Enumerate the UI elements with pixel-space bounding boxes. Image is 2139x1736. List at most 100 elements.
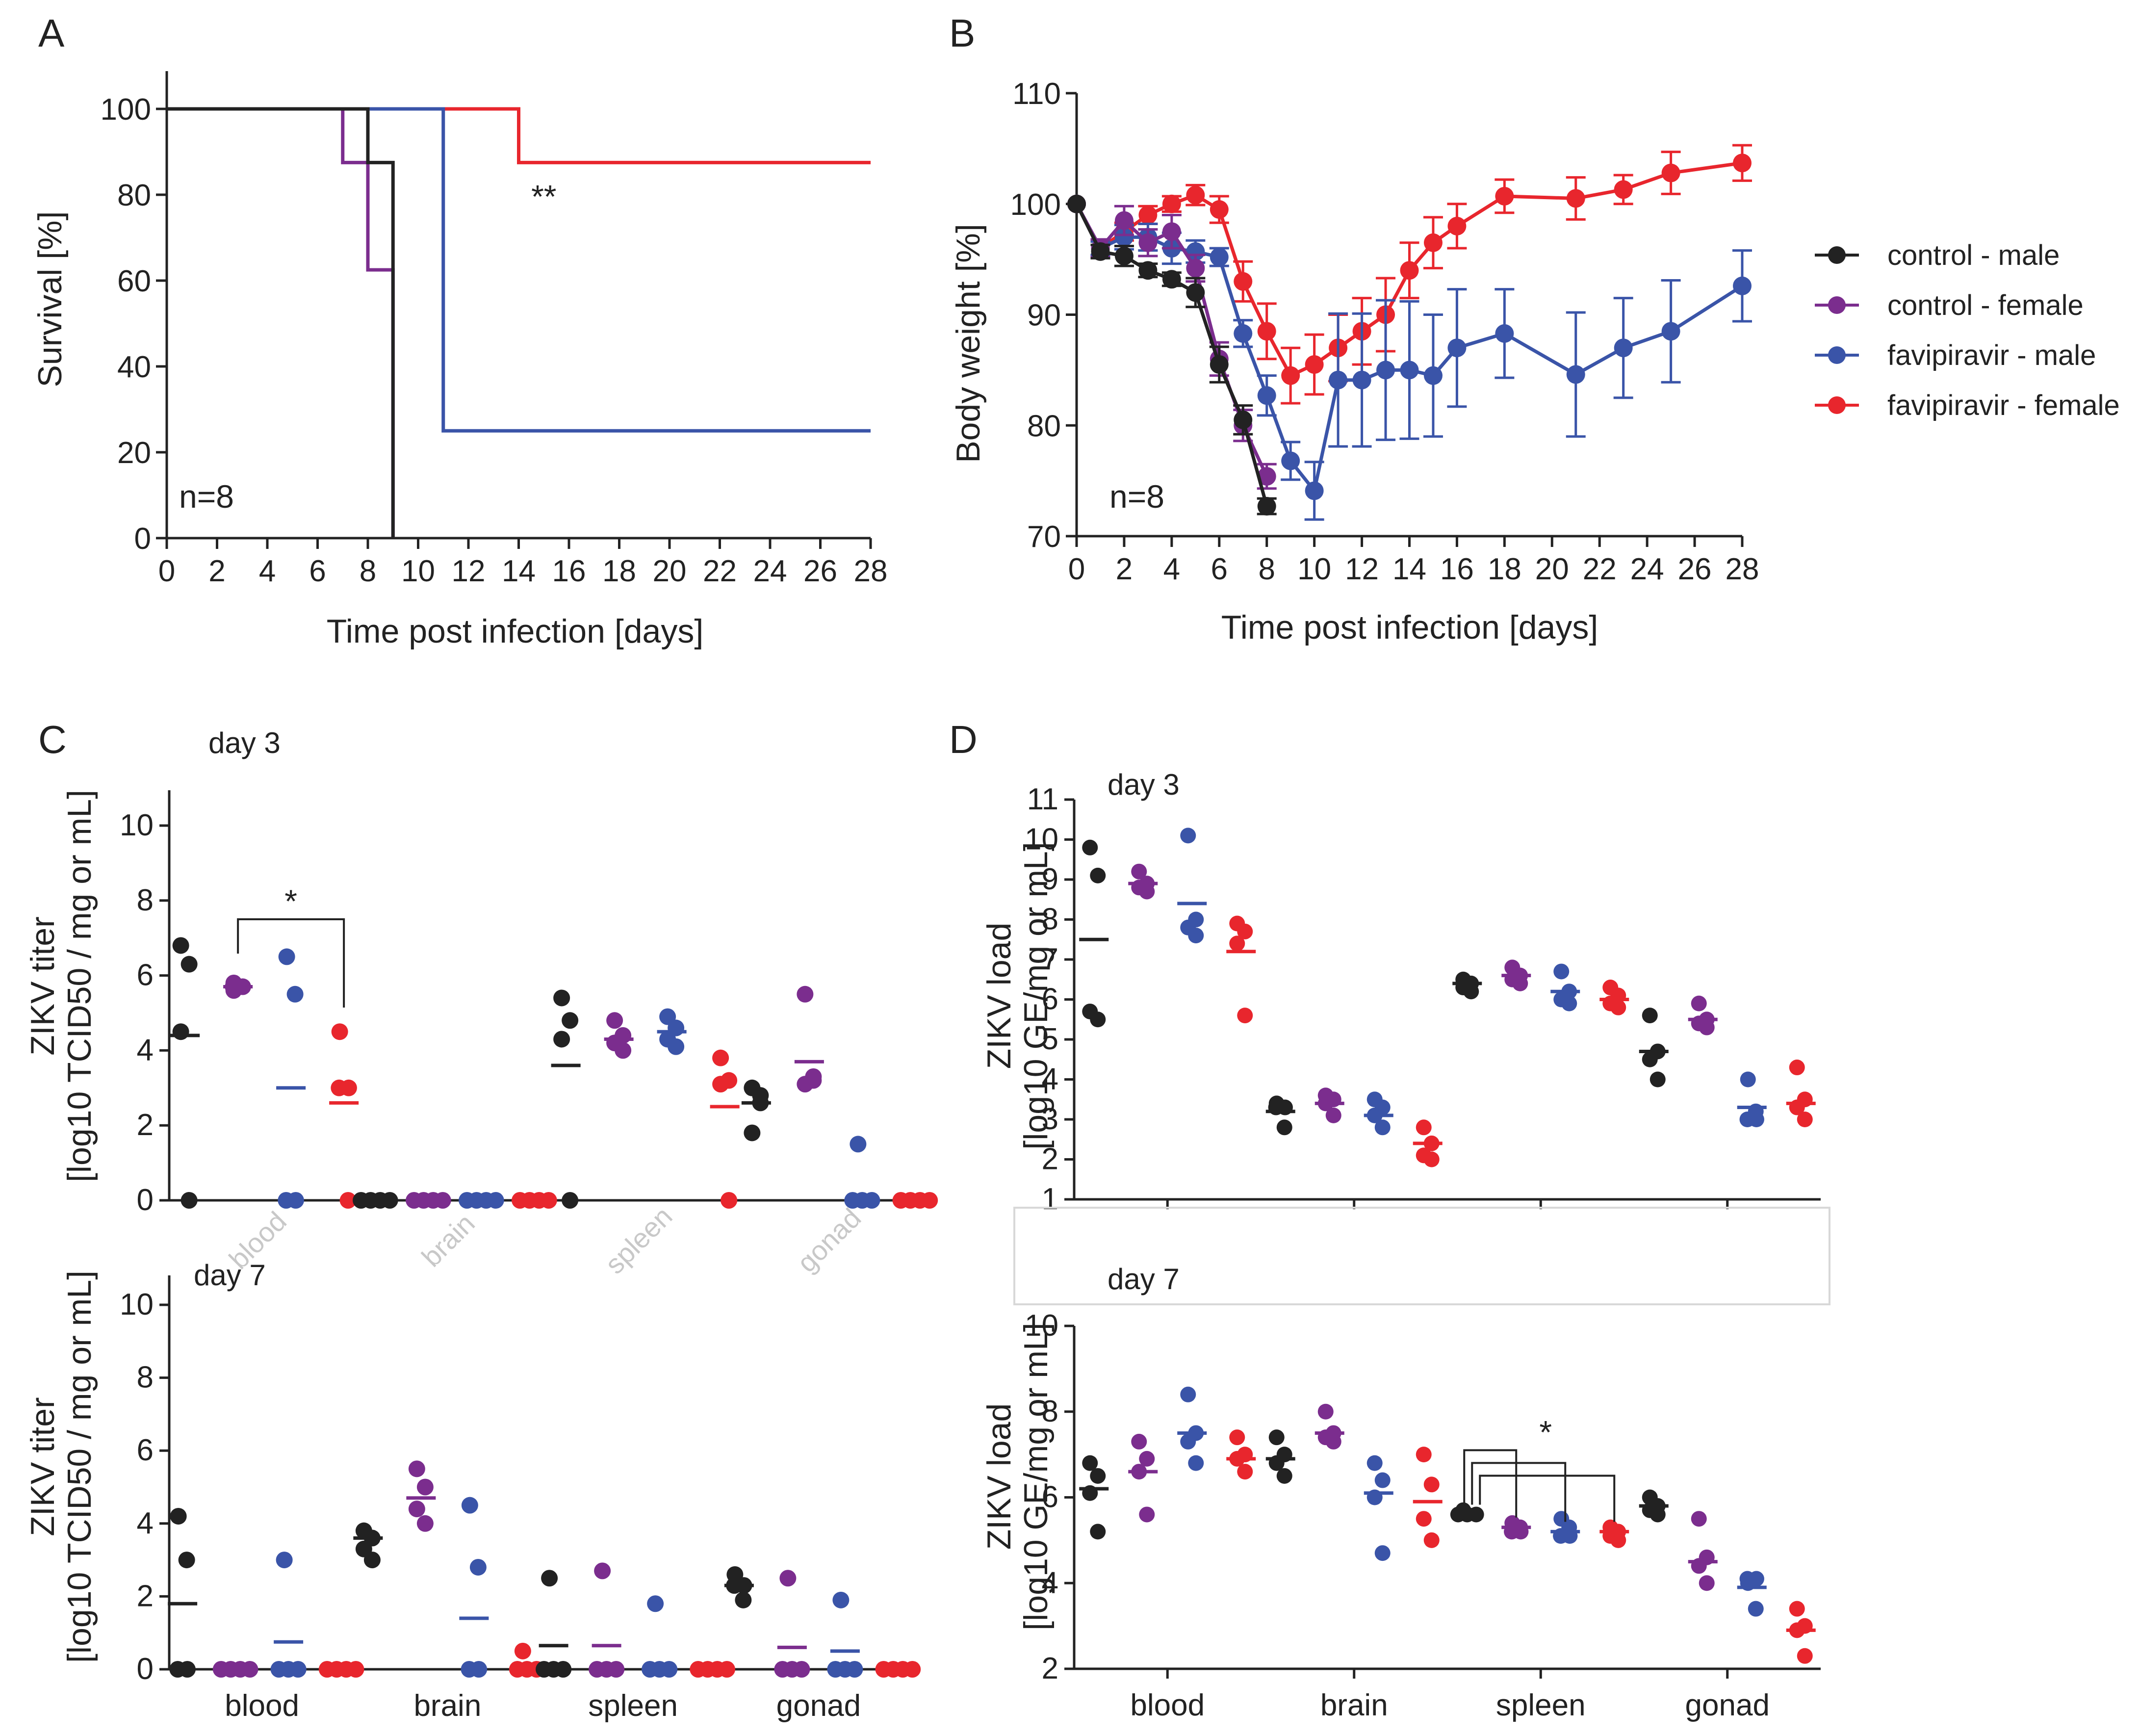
category-label-spleen: spleen: [1496, 1688, 1586, 1722]
dot-gonad-control-female-1: [1691, 1511, 1707, 1527]
dot-blood-favipiravir-female-3: [1229, 935, 1245, 952]
y-tick-label-80: 80: [1027, 409, 1061, 443]
dot-gonad-favipiravir-male-1: [850, 1136, 867, 1153]
dot-brain-favipiravir-female-1: [1416, 1447, 1432, 1463]
category-label-brain: brain: [1320, 1688, 1388, 1722]
dot-blood-favipiravir-male-4: [289, 1661, 307, 1678]
dot-brain-favipiravir-male-1: [461, 1497, 478, 1514]
weight-point-favipiravir-female-day-4: [1162, 194, 1181, 213]
dot-spleen-control-male-4: [555, 1661, 572, 1678]
dot-blood-control-male-2: [1090, 867, 1106, 883]
y-tick-label-100: 100: [1010, 188, 1061, 222]
dot-spleen-control-male-2: [562, 1012, 579, 1029]
dot-spleen-favipiravir-male-4: [668, 1038, 685, 1055]
y-tick-label-20: 20: [117, 436, 151, 470]
x-tick-label-24: 24: [1630, 552, 1664, 586]
y-tick-label-2: 2: [137, 1108, 154, 1142]
dot-brain-control-male-4: [1276, 1468, 1292, 1484]
weight-point-favipiravir-male-day-9: [1281, 451, 1300, 470]
dot-gonad-control-male-3: [1642, 1051, 1658, 1067]
significance-bracket-favipiravir-female: [1479, 1475, 1616, 1522]
panel-a-survival-curves: [167, 107, 871, 538]
weight-point-favipiravir-female-day-3: [1138, 206, 1158, 225]
x-tick-label-12: 12: [1345, 552, 1379, 586]
panel-b: B 0 2 4 6 8 10 12 14 16 18 20 22 24 26 28708090100110 …: [949, 11, 2120, 646]
y-tick-label-10: 10: [120, 808, 154, 842]
x-tick-label-28: 28: [854, 554, 888, 588]
weight-point-control-male-day-8: [1257, 497, 1276, 516]
y-tick-label-11: 11: [1027, 782, 1058, 816]
y-tick-label-8: 8: [137, 1361, 154, 1395]
x-tick-label-20: 20: [1535, 552, 1569, 586]
x-tick-label-0: 0: [1068, 552, 1085, 586]
dot-brain-control-female-4: [1325, 1107, 1341, 1123]
dot-spleen-control-male-4: [1463, 984, 1479, 1000]
weight-point-favipiravir-male-day-11: [1329, 370, 1348, 389]
legend-marker-control-male: [1828, 246, 1846, 264]
dot-blood-favipiravir-male-3: [1180, 1433, 1196, 1450]
panel-d-day3-ylabel: ZIKV load [log10 GE/mg or mL]: [980, 842, 1055, 1149]
dot-blood-favipiravir-male-4: [1188, 1455, 1204, 1471]
panel-c-day7: day 7 0 2 4 6 8 10 blood brain spleen gonad ZIKV …: [24, 1259, 921, 1723]
weight-point-favipiravir-male-day-14: [1400, 361, 1419, 380]
weight-point-control-male-day-5: [1186, 283, 1205, 302]
panel-letter-b: B: [949, 11, 975, 55]
dot-brain-control-male-1: [1268, 1429, 1285, 1446]
y-tick-label-6: 6: [137, 1433, 154, 1467]
dot-blood-control-male-4: [180, 1192, 198, 1209]
weight-point-favipiravir-male-day-13: [1376, 361, 1395, 380]
dot-blood-favipiravir-female-4: [339, 1192, 357, 1209]
weight-point-control-male-day-0: [1067, 194, 1086, 213]
significance-bracket-control-female: [1463, 1449, 1518, 1518]
panel-c-day7-title: day 7: [194, 1259, 266, 1292]
dot-blood-control-male-1: [170, 1507, 187, 1525]
dot-blood-favipiravir-male-4: [287, 1192, 304, 1209]
x-tick-label-10: 10: [401, 554, 435, 588]
dot-blood-control-male-3: [172, 1023, 189, 1040]
dot-blood-control-male-1: [1082, 1455, 1098, 1471]
weight-point-favipiravir-male-day-10: [1305, 481, 1324, 500]
panel-a-n-label: n=8: [179, 478, 234, 515]
survival-line-control-female: [167, 107, 395, 538]
legend-label-control-male: control - male: [1887, 239, 2060, 271]
x-tick-label-2: 2: [208, 554, 225, 588]
dot-blood-control-male-4: [1090, 1524, 1106, 1540]
dot-spleen-control-female-4: [615, 1042, 632, 1059]
weight-point-favipiravir-male-day-28: [1733, 276, 1752, 295]
x-tick-label-24: 24: [753, 554, 787, 588]
category-label-brain: brain: [415, 1208, 481, 1273]
dot-brain-favipiravir-female-1: [1416, 1119, 1432, 1136]
dot-brain-control-male-4: [363, 1552, 381, 1569]
weight-point-favipiravir-female-day-28: [1733, 154, 1752, 173]
legend-item-favipiravir-female: favipiravir - female: [1815, 389, 2120, 421]
weight-point-favipiravir-female-day-14: [1400, 261, 1419, 280]
weight-point-favipiravir-male-day-5: [1186, 242, 1205, 261]
dot-spleen-control-female-1: [606, 1012, 623, 1029]
legend-label-favipiravir-female: favipiravir - female: [1887, 389, 2120, 421]
dot-blood-control-male-4: [1090, 1011, 1106, 1028]
x-tick-label-6: 6: [309, 554, 326, 588]
x-tick-label-8: 8: [1258, 552, 1275, 586]
x-tick-label-6: 6: [1211, 552, 1228, 586]
y-tick-label-100: 100: [101, 93, 151, 127]
y-tick-label-0: 0: [134, 522, 151, 556]
dot-brain-control-female-1: [408, 1460, 425, 1477]
dot-blood-control-male-2: [180, 956, 198, 973]
dot-blood-control-male-4: [179, 1661, 196, 1678]
dot-blood-favipiravir-male-2: [286, 985, 304, 1003]
panel-c-day3-ylabel-line1: ZIKV titer: [24, 916, 61, 1055]
dot-gonad-control-female-4: [1699, 1019, 1715, 1036]
survival-line-control-male: [167, 107, 395, 538]
y-tick-label-4: 4: [137, 1033, 154, 1067]
category-label-gonad: gonad: [776, 1689, 861, 1723]
x-tick-label-2: 2: [1116, 552, 1133, 586]
weight-point-control-male-day-3: [1138, 261, 1158, 280]
dot-blood-favipiravir-female-2: [1237, 923, 1253, 939]
panel-d-day3-title: day 3: [1108, 768, 1180, 801]
dot-gonad-favipiravir-male-4: [1748, 1601, 1764, 1617]
weight-point-favipiravir-female-day-18: [1495, 186, 1514, 206]
x-tick-label-18: 18: [602, 554, 636, 588]
y-tick-label-2: 2: [1042, 1652, 1058, 1685]
category-label-spleen: spleen: [588, 1689, 678, 1723]
